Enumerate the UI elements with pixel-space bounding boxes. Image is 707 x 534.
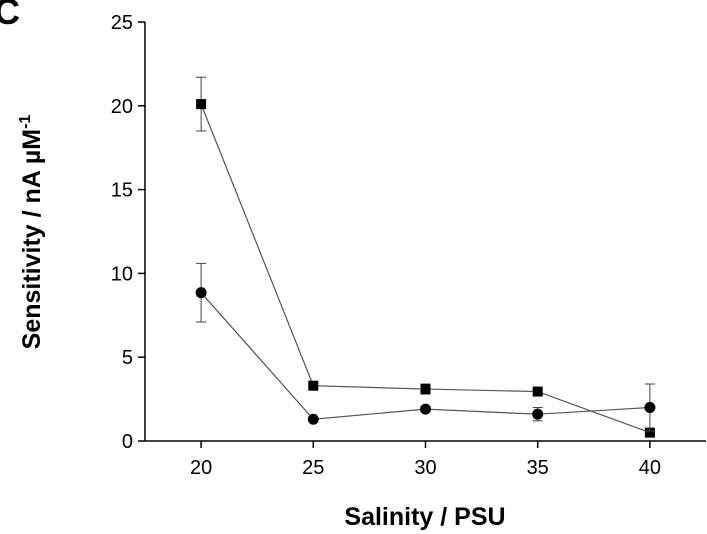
marker [532,386,543,397]
x-tick-label: 20 [190,457,212,479]
y-tick-label: 0 [122,431,133,453]
y-axis-title-text: Sensitivity / nA µM [18,129,46,349]
marker [644,401,656,413]
series-line [200,103,651,434]
y-axis-title: Sensitivity / nA µM-1 [17,115,46,350]
marker [196,99,207,110]
x-tick-label: 40 [639,457,661,479]
x-tick-label: 30 [414,457,436,479]
x-tick-label: 25 [302,457,324,479]
series-line [200,292,650,420]
marker [308,380,319,391]
y-tick-label: 5 [122,347,133,369]
x-tick-label: 35 [527,457,549,479]
marker [420,384,431,395]
y-axis-title-sup: -1 [17,115,34,129]
marker [420,403,431,415]
marker [532,408,544,420]
marker [644,427,655,438]
x-axis-title: Salinity / PSU [344,503,505,531]
y-tick-label: 25 [111,12,133,34]
y-tick-label: 10 [111,263,133,285]
y-tick-label: 15 [111,180,133,202]
marker [195,287,207,299]
y-tick-label: 20 [111,96,133,118]
panel-label: C [0,0,20,32]
marker [307,413,319,425]
